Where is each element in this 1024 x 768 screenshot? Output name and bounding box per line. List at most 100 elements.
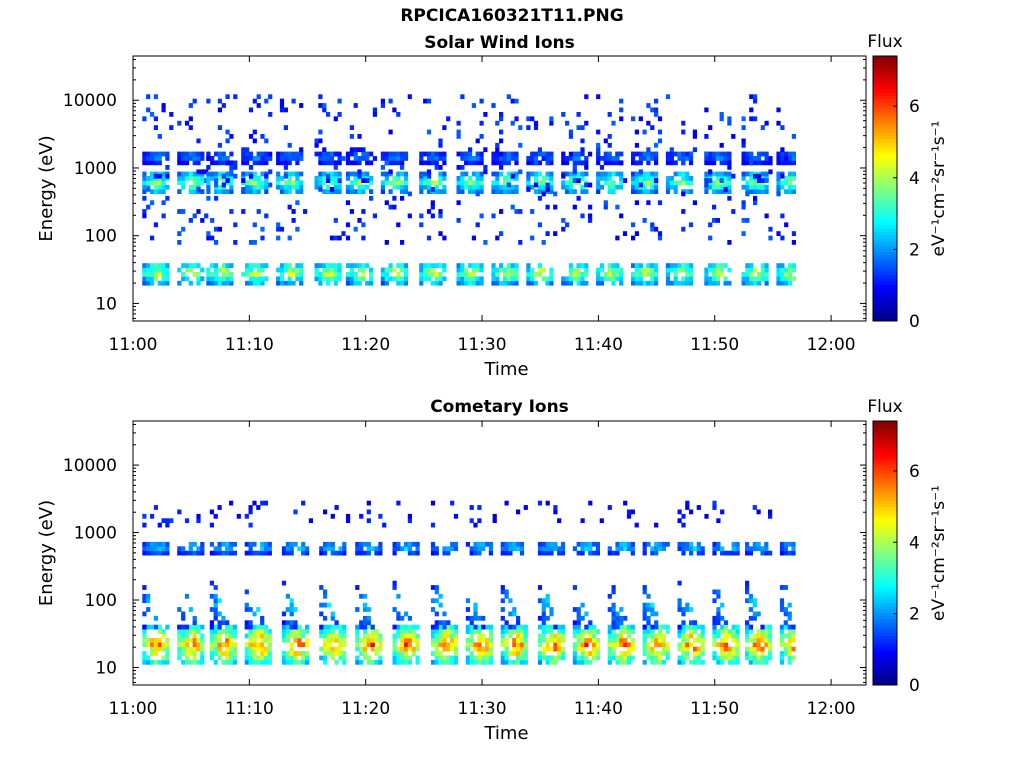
heatmap-cell (446, 659, 451, 665)
colorbar-swatch (873, 655, 897, 660)
heatmap-cell (434, 276, 439, 282)
heatmap-cell (291, 280, 296, 286)
heatmap-cell (229, 189, 234, 194)
heatmap-cell (423, 176, 428, 181)
heatmap-cell (295, 171, 300, 177)
heatmap-cell (689, 642, 694, 648)
x-tick-label: 11:40 (574, 335, 623, 355)
heatmap-cell (297, 629, 302, 634)
heatmap-cell (142, 611, 147, 617)
heatmap-cell (518, 169, 523, 175)
heatmap-cell (723, 280, 728, 286)
heatmap-cell (607, 633, 612, 639)
heatmap-cell (213, 624, 218, 630)
heatmap-cell (196, 518, 201, 524)
heatmap-cell (244, 642, 249, 648)
heatmap-cell (188, 267, 193, 273)
heatmap-cell (477, 541, 482, 547)
heatmap-cell (576, 633, 581, 639)
heatmap-cell (217, 125, 222, 130)
heatmap-cell (248, 173, 254, 179)
heatmap-cell (221, 103, 226, 108)
heatmap-cell (516, 541, 521, 547)
heatmap-cell (256, 103, 261, 108)
heatmap-cell (479, 184, 484, 190)
heatmap-cell (541, 629, 546, 634)
heatmap-cell (465, 541, 470, 547)
colorbar-swatch (873, 602, 897, 607)
heatmap-cell (704, 134, 709, 139)
heatmap-cell (768, 651, 773, 656)
heatmap-cell (748, 655, 753, 661)
heatmap-cell (753, 184, 758, 190)
heatmap-cell (502, 280, 508, 286)
heatmap-cell (646, 615, 651, 621)
heatmap-cell (642, 129, 647, 135)
heatmap-cell (549, 116, 554, 122)
heatmap-cell (423, 171, 428, 177)
heatmap-cell (557, 550, 562, 556)
heatmap-cell (549, 280, 554, 286)
heatmap-cell (685, 500, 690, 506)
heatmap-cell (783, 642, 788, 648)
heatmap-cell (161, 629, 166, 634)
heatmap-cell (330, 546, 335, 552)
heatmap-cell (541, 156, 546, 161)
heatmap-cell (530, 160, 535, 166)
heatmap-cell (669, 151, 674, 157)
heatmap-cell (654, 107, 659, 113)
heatmap-cell (514, 156, 519, 161)
heatmap-cell (495, 280, 500, 286)
heatmap-cell (514, 171, 519, 177)
heatmap-cell (479, 171, 484, 177)
colorbar-swatch (873, 115, 897, 120)
heatmap-cell (318, 280, 323, 286)
heatmap-cell (326, 173, 331, 179)
heatmap-cell (349, 180, 354, 186)
heatmap-cell (477, 646, 482, 652)
heatmap-cell (560, 646, 566, 652)
heatmap-cell (392, 651, 397, 656)
heatmap-cell (349, 171, 354, 177)
heatmap-cell (188, 659, 193, 665)
heatmap-cell (596, 156, 601, 161)
heatmap-cell (146, 160, 151, 166)
heatmap-cell (753, 94, 758, 100)
heatmap-cell (607, 176, 612, 181)
heatmap-cell (549, 550, 554, 556)
heatmap-cell (504, 541, 509, 547)
heatmap-cell (719, 112, 724, 117)
heatmap-cell (337, 263, 342, 268)
heatmap-cell (450, 646, 455, 652)
heatmap-cell (241, 187, 246, 192)
heatmap-cell (380, 98, 385, 104)
heatmap-cell (400, 280, 405, 286)
heatmap-cell (210, 263, 215, 268)
heatmap-cell (753, 280, 758, 286)
heatmap-cell (415, 646, 420, 652)
heatmap-cell (611, 637, 616, 643)
heatmap-cell (267, 642, 272, 648)
heatmap-cell (504, 629, 509, 634)
heatmap-cell (731, 134, 736, 139)
heatmap-cell (225, 189, 230, 194)
heatmap-cell (392, 585, 397, 590)
heatmap-cell (188, 637, 193, 643)
heatmap-cell (545, 176, 550, 181)
heatmap-cell (499, 156, 504, 161)
heatmap-cell (400, 160, 405, 166)
heatmap-cell (337, 112, 342, 117)
heatmap-cell (438, 171, 443, 177)
colorbar-swatch (873, 271, 897, 276)
heatmap-cell (322, 189, 327, 194)
heatmap-cell (502, 276, 508, 282)
colorbar-swatch (873, 615, 897, 620)
heatmap-cell (217, 98, 222, 104)
heatmap-cell (696, 655, 701, 661)
heatmap-cell (326, 646, 331, 652)
heatmap-cell (495, 184, 500, 190)
heatmap-cell (217, 550, 222, 556)
heatmap-cell (465, 637, 470, 643)
heatmap-cell (404, 546, 409, 552)
